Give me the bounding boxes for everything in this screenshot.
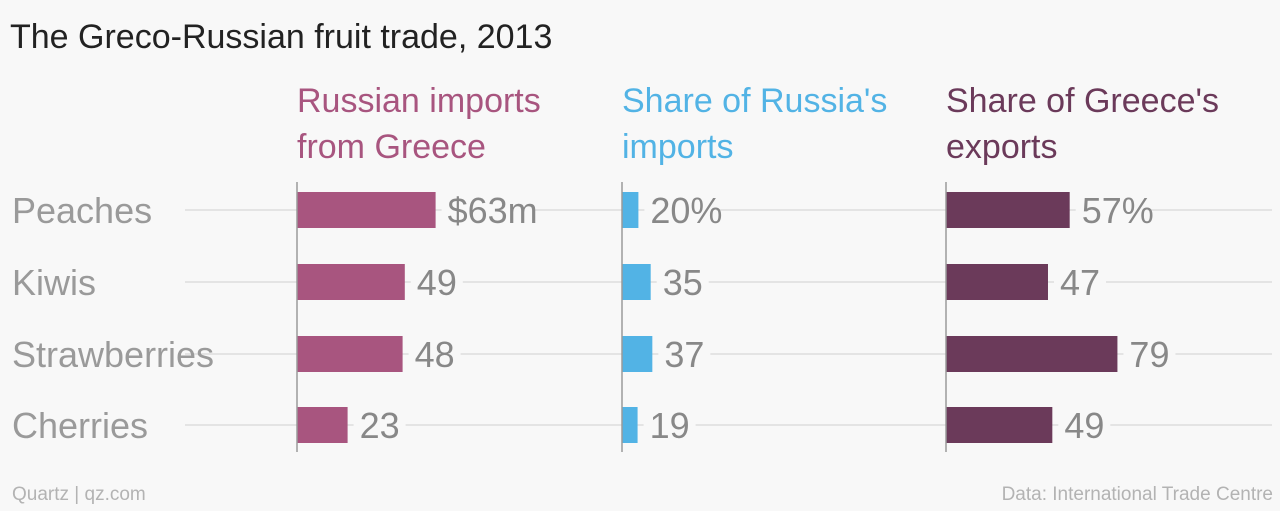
panel-title: Share of Russia's — [622, 82, 887, 120]
chart-title: The Greco-Russian fruit trade, 2013 — [10, 18, 552, 56]
value-label: 23 — [360, 405, 400, 446]
panel-title: Share of Greece's — [946, 82, 1219, 120]
bar — [622, 192, 639, 228]
value-label: 20% — [650, 190, 722, 231]
category-label: Kiwis — [12, 262, 96, 303]
value-label-bg — [644, 192, 717, 228]
value-label-bg — [1123, 336, 1176, 372]
value-label-bg — [658, 336, 711, 372]
panel-title: Russian imports — [297, 82, 541, 120]
value-label: 47 — [1060, 262, 1100, 303]
value-label: 57% — [1082, 190, 1154, 231]
value-label: 49 — [1064, 405, 1104, 446]
bar — [622, 264, 651, 300]
bar — [622, 336, 653, 372]
value-label-bg — [656, 264, 709, 300]
value-label: 79 — [1129, 334, 1169, 375]
category-label: Strawberries — [12, 334, 214, 375]
bar — [297, 264, 405, 300]
value-label-bg — [353, 407, 406, 443]
value-label: 48 — [415, 334, 455, 375]
value-label: 19 — [650, 405, 690, 446]
value-label-bg — [1058, 407, 1111, 443]
bar — [297, 336, 403, 372]
category-labels: Peaches Kiwis Strawberries Cherries — [12, 190, 214, 446]
value-label-bg — [408, 336, 461, 372]
value-label: 49 — [417, 262, 457, 303]
category-label: Peaches — [12, 190, 152, 231]
value-label-bg — [643, 407, 696, 443]
bar — [622, 407, 638, 443]
value-label-bg — [1053, 264, 1106, 300]
value-label: $63m — [448, 190, 538, 231]
bar — [946, 264, 1048, 300]
gridlines — [185, 209, 1272, 426]
value-label-bg — [1075, 192, 1148, 228]
bar — [946, 336, 1118, 372]
source-credit: Quartz | qz.com — [12, 484, 146, 505]
bar — [297, 407, 348, 443]
bar — [297, 192, 436, 228]
value-label-bg — [410, 264, 463, 300]
value-labels: $63m 49 48 23 20% 35 37 19 57% 47 79 49 — [353, 190, 1176, 446]
bar — [946, 192, 1070, 228]
panel-axes — [296, 182, 947, 452]
bar — [946, 407, 1053, 443]
category-label: Cherries — [12, 405, 148, 446]
panel-title: exports — [946, 128, 1058, 166]
value-label-bg — [441, 192, 534, 228]
panel-title: from Greece — [297, 128, 486, 166]
panel-titles: Russian imports from Greece Share of Russi… — [297, 82, 1219, 166]
bars — [297, 192, 1118, 443]
value-label: 37 — [664, 334, 704, 375]
value-label: 35 — [663, 262, 703, 303]
panel-title: imports — [622, 128, 733, 166]
data-source: Data: International Trade Centre — [1002, 484, 1273, 505]
